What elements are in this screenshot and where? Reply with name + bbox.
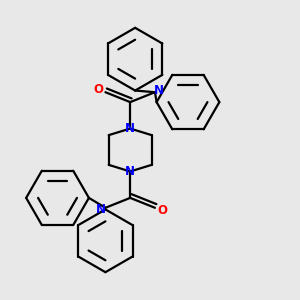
Text: N: N <box>96 203 106 216</box>
Text: N: N <box>154 84 164 97</box>
Text: N: N <box>125 165 135 178</box>
Text: N: N <box>125 122 135 135</box>
Text: O: O <box>157 204 167 217</box>
Text: O: O <box>93 83 103 96</box>
